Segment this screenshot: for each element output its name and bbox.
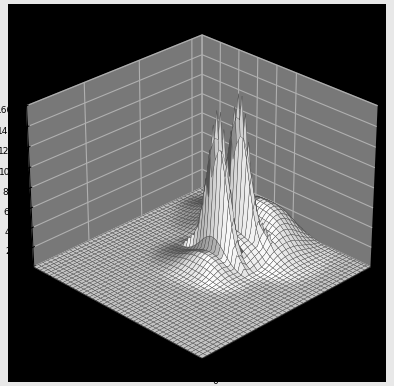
X-axis label: x (cm): x (cm): [307, 347, 340, 371]
Y-axis label: y (cm): y (cm): [67, 343, 99, 367]
